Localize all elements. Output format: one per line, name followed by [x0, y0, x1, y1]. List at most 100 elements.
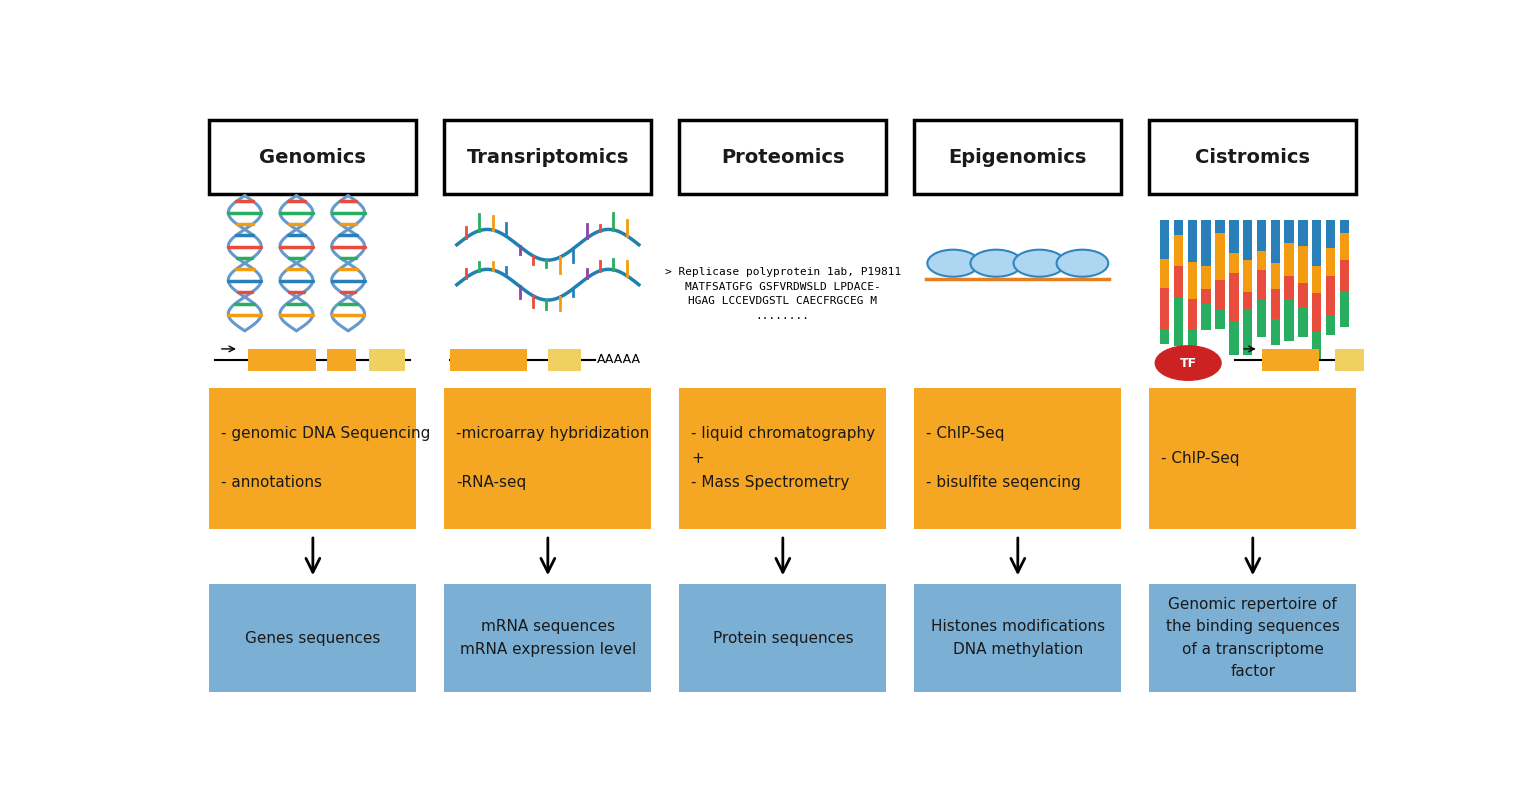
Text: - ChIP-Seq

- bisulfite seqencing: - ChIP-Seq - bisulfite seqencing [926, 426, 1081, 491]
FancyBboxPatch shape [914, 120, 1122, 194]
FancyBboxPatch shape [1160, 259, 1169, 287]
FancyBboxPatch shape [1216, 220, 1225, 233]
FancyBboxPatch shape [1149, 584, 1357, 692]
FancyBboxPatch shape [1216, 233, 1225, 280]
FancyBboxPatch shape [1187, 299, 1198, 330]
FancyBboxPatch shape [679, 120, 887, 194]
Circle shape [1155, 346, 1220, 381]
Text: Transriptomics: Transriptomics [467, 148, 629, 167]
FancyBboxPatch shape [1257, 220, 1266, 251]
FancyBboxPatch shape [1311, 220, 1322, 266]
Text: Cistromics: Cistromics [1195, 148, 1310, 167]
Text: Proteomics: Proteomics [722, 148, 844, 167]
FancyBboxPatch shape [1187, 330, 1198, 353]
FancyBboxPatch shape [1257, 271, 1266, 300]
FancyBboxPatch shape [444, 120, 652, 194]
Text: Genomic repertoire of
the binding sequences
of a transcriptome
factor: Genomic repertoire of the binding sequen… [1166, 597, 1340, 679]
FancyBboxPatch shape [1229, 220, 1239, 253]
FancyBboxPatch shape [1298, 246, 1308, 282]
FancyBboxPatch shape [1270, 319, 1280, 345]
Text: > Replicase polyprotein 1ab, P19811
MATFSATGFG GSFVRDWSLD LPDACE-
HGAG LCCEVDGST: > Replicase polyprotein 1ab, P19811 MATF… [664, 267, 901, 321]
Text: AAAAA: AAAAA [597, 354, 641, 366]
FancyBboxPatch shape [1187, 220, 1198, 262]
FancyBboxPatch shape [1173, 266, 1182, 298]
Text: - ChIP-Seq: - ChIP-Seq [1161, 451, 1240, 466]
FancyBboxPatch shape [1340, 260, 1349, 292]
FancyBboxPatch shape [1326, 276, 1336, 316]
FancyBboxPatch shape [1202, 304, 1211, 330]
FancyBboxPatch shape [1229, 274, 1239, 321]
FancyBboxPatch shape [209, 388, 417, 529]
FancyBboxPatch shape [1311, 332, 1322, 361]
FancyBboxPatch shape [327, 349, 356, 371]
FancyBboxPatch shape [1257, 300, 1266, 337]
Circle shape [1057, 250, 1108, 277]
FancyBboxPatch shape [1243, 309, 1252, 355]
FancyBboxPatch shape [1284, 243, 1293, 276]
FancyBboxPatch shape [1284, 220, 1293, 243]
FancyBboxPatch shape [1340, 292, 1349, 327]
FancyBboxPatch shape [1160, 329, 1169, 344]
Text: TF: TF [1179, 357, 1196, 369]
FancyBboxPatch shape [444, 584, 652, 692]
FancyBboxPatch shape [444, 388, 652, 529]
FancyBboxPatch shape [1243, 220, 1252, 260]
FancyBboxPatch shape [1216, 309, 1225, 329]
FancyBboxPatch shape [1173, 235, 1182, 266]
FancyBboxPatch shape [370, 349, 405, 371]
FancyBboxPatch shape [1311, 294, 1322, 332]
FancyBboxPatch shape [1284, 276, 1293, 300]
FancyBboxPatch shape [1284, 300, 1293, 341]
Text: - genomic DNA Sequencing

- annotations: - genomic DNA Sequencing - annotations [221, 426, 431, 491]
Text: Genes sequences: Genes sequences [246, 630, 381, 646]
FancyBboxPatch shape [1149, 388, 1357, 529]
Text: Protein sequences: Protein sequences [713, 630, 854, 646]
Circle shape [970, 250, 1022, 277]
Circle shape [1014, 250, 1066, 277]
FancyBboxPatch shape [1326, 248, 1336, 276]
FancyBboxPatch shape [1340, 220, 1349, 232]
FancyBboxPatch shape [209, 584, 417, 692]
FancyBboxPatch shape [1270, 220, 1280, 263]
Circle shape [928, 250, 979, 277]
Text: Histones modifications
DNA methylation: Histones modifications DNA methylation [931, 619, 1105, 657]
FancyBboxPatch shape [1202, 289, 1211, 304]
FancyBboxPatch shape [1270, 263, 1280, 289]
FancyBboxPatch shape [1229, 253, 1239, 274]
FancyBboxPatch shape [1160, 287, 1169, 329]
FancyBboxPatch shape [1340, 232, 1349, 260]
FancyBboxPatch shape [1173, 220, 1182, 235]
Text: mRNA sequences
mRNA expression level: mRNA sequences mRNA expression level [459, 619, 637, 657]
FancyBboxPatch shape [209, 120, 417, 194]
FancyBboxPatch shape [1298, 220, 1308, 246]
Text: Genomics: Genomics [259, 148, 367, 167]
FancyBboxPatch shape [679, 388, 887, 529]
Text: Epigenomics: Epigenomics [949, 148, 1087, 167]
FancyBboxPatch shape [1298, 282, 1308, 308]
FancyBboxPatch shape [1229, 321, 1239, 355]
FancyBboxPatch shape [450, 349, 526, 371]
FancyBboxPatch shape [1326, 316, 1336, 334]
FancyBboxPatch shape [1160, 220, 1169, 259]
FancyBboxPatch shape [1257, 251, 1266, 271]
FancyBboxPatch shape [679, 584, 887, 692]
FancyBboxPatch shape [1216, 280, 1225, 309]
Text: -microarray hybridization

-RNA-seq: -microarray hybridization -RNA-seq [456, 426, 649, 491]
FancyBboxPatch shape [914, 584, 1122, 692]
FancyBboxPatch shape [1263, 349, 1319, 371]
FancyBboxPatch shape [1311, 266, 1322, 294]
FancyBboxPatch shape [249, 349, 317, 371]
Text: - liquid chromatography
+
- Mass Spectrometry: - liquid chromatography + - Mass Spectro… [691, 426, 875, 491]
FancyBboxPatch shape [1202, 266, 1211, 289]
FancyBboxPatch shape [1173, 298, 1182, 346]
FancyBboxPatch shape [1243, 260, 1252, 292]
FancyBboxPatch shape [1326, 220, 1336, 248]
FancyBboxPatch shape [1149, 120, 1357, 194]
FancyBboxPatch shape [1298, 308, 1308, 337]
FancyBboxPatch shape [1336, 349, 1364, 371]
FancyBboxPatch shape [547, 349, 581, 371]
FancyBboxPatch shape [1187, 262, 1198, 299]
FancyBboxPatch shape [1202, 220, 1211, 266]
FancyBboxPatch shape [1270, 289, 1280, 319]
FancyBboxPatch shape [1243, 292, 1252, 309]
